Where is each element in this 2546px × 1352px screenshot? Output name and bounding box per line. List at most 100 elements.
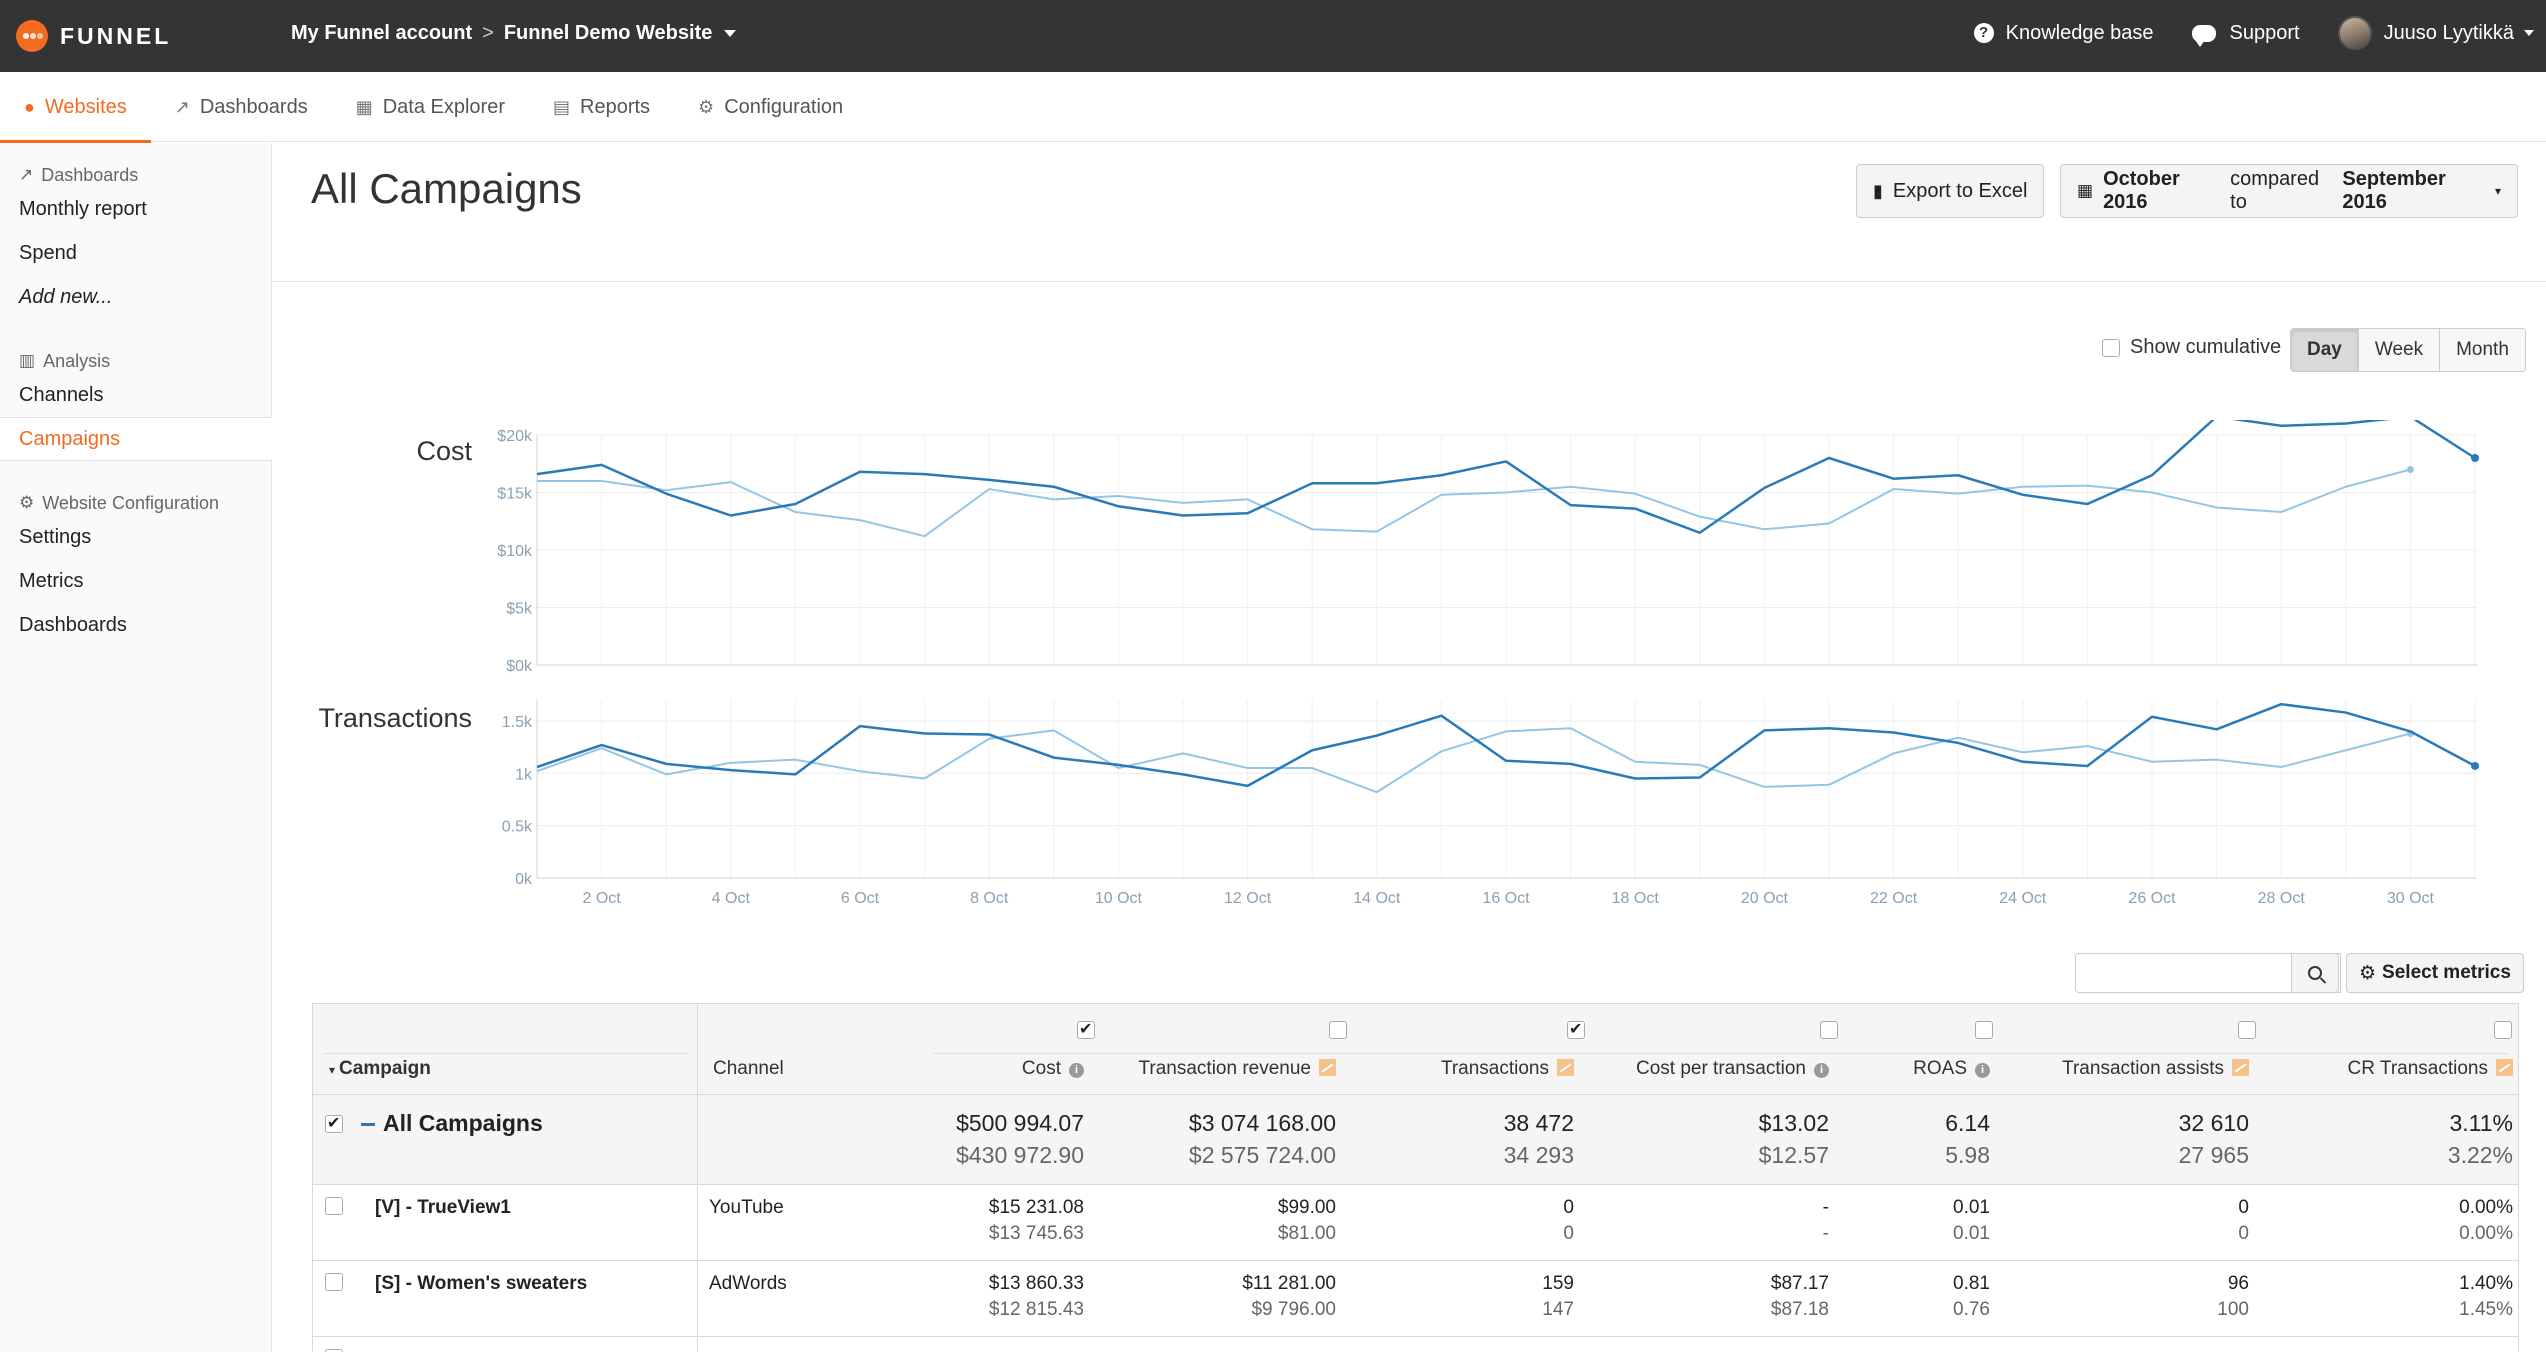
table-search-button[interactable] xyxy=(2291,953,2339,993)
x-tick-label: 10 Oct xyxy=(1095,890,1143,907)
cost: $13 860.33 xyxy=(988,1273,1084,1294)
sidebar-item-monthly-report[interactable]: Monthly report xyxy=(19,197,147,220)
x-tick-label: 20 Oct xyxy=(1741,890,1789,907)
select-metrics-label: Select metrics xyxy=(2382,962,2511,983)
column-divider xyxy=(697,1261,698,1336)
granularity-month-button[interactable]: Month xyxy=(2439,329,2525,371)
column-label: Transaction revenue xyxy=(1138,1058,1311,1079)
info-icon[interactable]: i xyxy=(1814,1063,1829,1078)
sidebar-item-config-dashboards[interactable]: Dashboards xyxy=(19,613,127,636)
funnel-logo[interactable]: FUNNEL xyxy=(16,20,171,52)
tab-data-explorer[interactable]: ▦ Data Explorer xyxy=(332,72,529,142)
main-nav: ● Websites ↗ Dashboards ▦ Data Explorer … xyxy=(0,72,2546,143)
campaign-name[interactable]: [S] - Women's sweaters xyxy=(375,1273,588,1294)
granularity-selector: Day Week Month xyxy=(2290,328,2526,372)
total-cost: $500 994.07 xyxy=(956,1110,1084,1136)
calendar-icon: ▦ xyxy=(2077,181,2094,200)
breadcrumb-account[interactable]: My Funnel account xyxy=(291,22,473,44)
metric-checkbox-cr-transactions[interactable] xyxy=(2494,1021,2512,1039)
breadcrumb-website[interactable]: Funnel Demo Website xyxy=(503,22,713,44)
chart-title: Cost xyxy=(416,436,472,466)
info-icon[interactable]: i xyxy=(1069,1063,1084,1078)
column-header-transaction-assists[interactable]: Transaction assists xyxy=(2062,1058,2249,1080)
metric-checkbox-transaction-revenue[interactable] xyxy=(1329,1021,1347,1039)
knowledge-base-link[interactable]: ? Knowledge base xyxy=(1973,22,2154,45)
granularity-day-button[interactable]: Day xyxy=(2291,329,2358,371)
metric-checkbox-transaction-assists[interactable] xyxy=(2238,1021,2256,1039)
sidebar-item-channels[interactable]: Channels xyxy=(19,383,104,406)
row-checkbox[interactable] xyxy=(325,1273,343,1291)
metric-checkbox-cost[interactable] xyxy=(1077,1019,1095,1039)
metric-checkbox-transactions[interactable] xyxy=(1567,1019,1585,1039)
sidebar-item-spend[interactable]: Spend xyxy=(19,241,77,264)
cr-transactions: 0.00% xyxy=(2459,1197,2513,1218)
select-metrics-button[interactable]: ⚙ Select metrics xyxy=(2346,953,2524,993)
metric-checkbox-roas[interactable] xyxy=(1975,1021,1993,1039)
sidebar-item-add-new[interactable]: Add new... xyxy=(19,285,113,308)
support-link[interactable]: Support xyxy=(2191,21,2300,47)
previous-period-series-line xyxy=(536,727,2411,794)
column-label: Campaign xyxy=(339,1058,431,1079)
show-cumulative-toggle[interactable]: Show cumulative xyxy=(2102,336,2281,359)
table-row[interactable] xyxy=(313,1337,2518,1352)
total-roas: 6.14 xyxy=(1945,1110,1990,1136)
metric-checkbox-cost-per-transaction[interactable] xyxy=(1820,1021,1838,1039)
current-period-end-point xyxy=(2471,454,2479,462)
column-header-campaign[interactable]: ▾ Campaign xyxy=(329,1058,431,1080)
page-title: All Campaigns xyxy=(311,165,582,212)
table-row[interactable]: [V] - TrueView1 YouTube $15 231.08 $13 7… xyxy=(313,1185,2518,1261)
show-cumulative-checkbox[interactable] xyxy=(2102,338,2120,357)
column-header-roas[interactable]: ROAS i xyxy=(1913,1058,1990,1080)
tab-reports[interactable]: ▤ Reports xyxy=(529,72,674,142)
table-icon: ▦ xyxy=(355,96,373,117)
website-dropdown-caret-icon[interactable] xyxy=(724,30,737,37)
column-header-transactions[interactable]: Transactions xyxy=(1441,1058,1574,1080)
channel: YouTube xyxy=(709,1197,784,1218)
show-cumulative-label: Show cumulative xyxy=(2130,336,2282,358)
table-row[interactable]: [S] - Women's sweaters AdWords $13 860.3… xyxy=(313,1261,2518,1337)
sidebar-heading-dashboards: ↗ Dashboards xyxy=(0,163,271,187)
total-transaction-assists: 32 610 xyxy=(2178,1110,2249,1136)
row-checkbox[interactable] xyxy=(325,1113,343,1133)
tab-data-explorer-label: Data Explorer xyxy=(382,95,505,118)
y-tick-label: 1.5k xyxy=(502,714,533,731)
roas-prev: 0.01 xyxy=(1953,1223,1990,1244)
sidebar-item-settings[interactable]: Settings xyxy=(19,525,92,548)
column-divider xyxy=(697,1337,698,1352)
row-checkbox[interactable] xyxy=(325,1197,343,1215)
x-tick-label: 30 Oct xyxy=(2387,890,2435,907)
campaign-charts: $0k $5k $10k $15k $20k Cost 0k 0.5k 1k 1.5k Transa… xyxy=(318,420,2479,907)
column-header-cr-transactions[interactable]: CR Transactions xyxy=(2348,1058,2513,1080)
x-tick-label: 18 Oct xyxy=(1612,890,1660,907)
header-rule xyxy=(323,1053,689,1054)
transactions-prev: 0 xyxy=(1563,1223,1574,1244)
export-to-excel-button[interactable]: ▮ Export to Excel xyxy=(1856,164,2045,218)
header-rule xyxy=(933,1053,2508,1054)
sidebar-item-metrics[interactable]: Metrics xyxy=(19,569,84,592)
campaign-name[interactable]: [V] - TrueView1 xyxy=(375,1197,511,1218)
table-total-row[interactable]: All Campaigns $500 994.07 $430 972.90 $3… xyxy=(313,1095,2518,1185)
support-label: Support xyxy=(2229,21,2300,44)
tab-dashboards[interactable]: ↗ Dashboards xyxy=(151,72,332,142)
tab-websites[interactable]: ● Websites xyxy=(0,72,151,143)
date-range-picker[interactable]: ▦ October 2016 compared to September 201… xyxy=(2060,164,2518,218)
transaction-revenue: $11 281.00 xyxy=(1242,1273,1336,1294)
transaction-assists-prev: 0 xyxy=(2238,1223,2249,1244)
transaction-revenue-prev: $81.00 xyxy=(1277,1223,1336,1244)
granularity-week-button[interactable]: Week xyxy=(2357,329,2440,371)
user-menu[interactable]: Juuso Lyytikkä xyxy=(2337,16,2534,50)
sidebar-item-campaigns[interactable]: Campaigns xyxy=(0,417,272,461)
total-roas-prev: 5.98 xyxy=(1945,1142,1990,1168)
caret-down-icon: ▾ xyxy=(2494,184,2501,198)
user-name: Juuso Lyytikkä xyxy=(2383,21,2514,44)
column-divider xyxy=(697,1185,698,1260)
info-icon[interactable]: i xyxy=(1975,1063,1990,1078)
row-checkbox[interactable] xyxy=(325,1349,343,1352)
column-header-cost[interactable]: Cost i xyxy=(1022,1058,1084,1080)
column-header-transaction-revenue[interactable]: Transaction revenue xyxy=(1138,1058,1336,1080)
column-header-cost-per-transaction[interactable]: Cost per transaction i xyxy=(1636,1058,1829,1080)
tab-configuration[interactable]: ⚙ Configuration xyxy=(674,72,867,142)
total-transactions-prev: 34 293 xyxy=(1503,1142,1574,1168)
column-header-channel[interactable]: Channel xyxy=(713,1058,784,1079)
